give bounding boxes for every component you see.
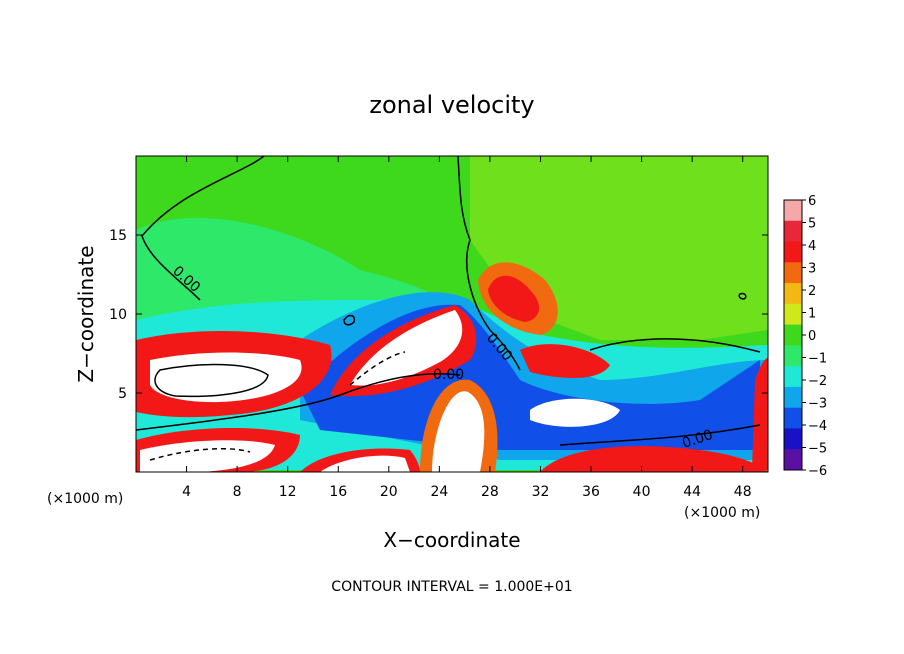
x-axis-ticks: 4 8 12 16 20 24 28 32 36 40 44 48: [182, 156, 752, 500]
contour-zero-lower: [136, 372, 461, 431]
colorbar-tick-label: 6: [808, 194, 816, 209]
heatmap-field: [136, 156, 768, 472]
field-bottom-left-core: [140, 440, 275, 472]
field-left-core: [150, 352, 302, 403]
colorbar-tick-label: 1: [808, 307, 816, 322]
field-right-island: [530, 398, 620, 427]
x-tick-label: 40: [633, 484, 651, 500]
contour-zero-right: [589, 338, 761, 353]
x-tick-label: 16: [329, 484, 347, 500]
y-axis-label: Z−coordinate: [74, 245, 98, 382]
contour-negative-left: [149, 447, 251, 461]
field-right-lower-warm: [540, 446, 768, 472]
colorbar-swatch: [784, 345, 802, 367]
colorbar-tick-label: −4: [808, 419, 827, 434]
field-bottom-center-core: [320, 455, 410, 472]
colorbar-tick-label: −5: [808, 442, 827, 457]
x-tick-label: 4: [182, 484, 191, 500]
contour-small-loop-right: [738, 292, 747, 300]
colorbar-tick-label: 5: [808, 217, 816, 232]
x-tick-label: 28: [481, 484, 499, 500]
colorbar-tick-label: 2: [808, 284, 816, 299]
contour-positive-left: [154, 363, 269, 398]
x-tick-label: 12: [279, 484, 297, 500]
field-center-core: [350, 310, 463, 386]
chart-title: zonal velocity: [369, 91, 534, 119]
x-tick-label: 32: [532, 484, 550, 500]
x-unit-left: (×1000 m): [47, 491, 123, 507]
colorbar-tick-label: −1: [808, 352, 827, 367]
field-mid-warm: [520, 344, 610, 378]
contour-zero-upper-left: [141, 156, 265, 301]
y-tick-label: 15: [109, 228, 127, 244]
contour-small-loop: [343, 314, 356, 326]
field-upper-warm-core: [488, 275, 540, 322]
colorbar-swatch: [784, 386, 802, 409]
colorbar-swatch: [784, 428, 802, 450]
colorbar-swatch: [784, 324, 802, 346]
colorbar-tick-label: −6: [808, 464, 827, 479]
contour-zero-upper-mid: [457, 156, 521, 371]
colorbar-swatch: [784, 200, 802, 222]
y-axis-ticks: 5 10 15: [109, 228, 768, 402]
colorbar-tick-label: 3: [808, 262, 816, 277]
colorbar-tick-label: −3: [808, 397, 827, 412]
colorbar-swatch: [784, 220, 802, 243]
field-column-core: [432, 391, 485, 472]
field-right-edge-warm: [752, 358, 768, 470]
colorbar-swatch: [784, 262, 802, 284]
contour-zero-bottom-right: [559, 424, 761, 446]
colorbar-swatch: [784, 449, 802, 471]
contour-lines: [136, 156, 761, 461]
x-tick-label: 24: [430, 484, 448, 500]
y-tick-label: 5: [118, 386, 127, 402]
x-tick-label: 48: [734, 484, 752, 500]
colorbar: 6 5 4 3 2 1 0 −1 −2 −3 −4 −5 −6: [783, 194, 827, 479]
y-tick-label: 10: [109, 307, 127, 323]
colorbar-swatch: [784, 303, 802, 326]
x-unit-right: (×1000 m): [684, 505, 760, 521]
colorbar-swatch: [784, 366, 802, 388]
contour-negative-center: [349, 351, 406, 386]
x-tick-label: 44: [683, 484, 701, 500]
colorbar-tick-label: 0: [808, 329, 816, 344]
colorbar-swatch: [784, 283, 802, 305]
x-tick-label: 36: [582, 484, 600, 500]
x-tick-label: 20: [380, 484, 398, 500]
colorbar-swatch: [784, 407, 802, 429]
contour-interval-footer: CONTOUR INTERVAL = 1.000E+01: [331, 579, 572, 595]
colorbar-tick-label: 4: [808, 239, 816, 254]
colorbar-swatch: [784, 241, 802, 263]
contour-label: 0.00: [433, 367, 464, 383]
colorbar-tick-label: −2: [808, 374, 827, 389]
x-axis-label: X−coordinate: [383, 528, 520, 552]
x-tick-label: 8: [233, 484, 242, 500]
